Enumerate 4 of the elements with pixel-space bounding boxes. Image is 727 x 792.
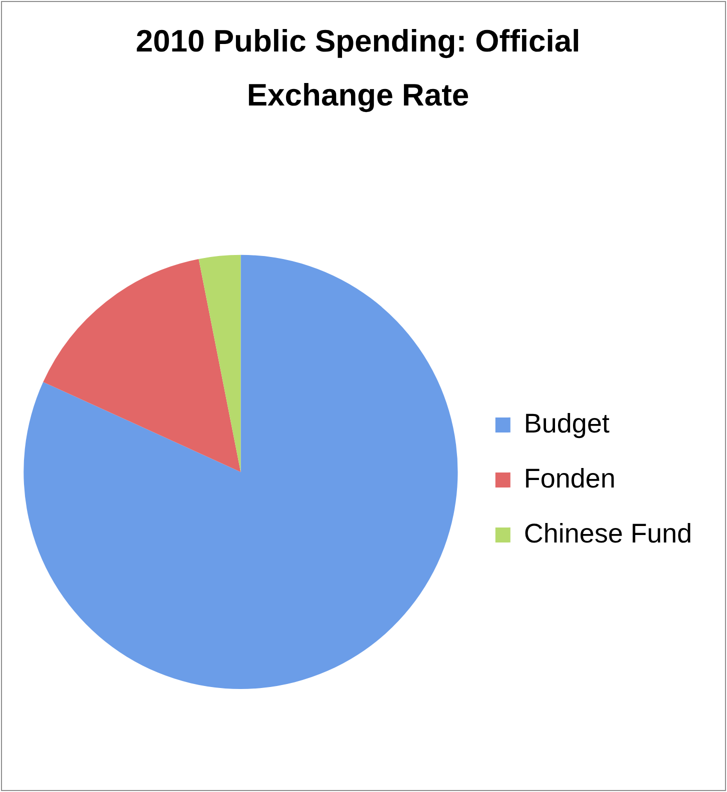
chart-title: 2010 Public Spending: Official Exchange Rate	[136, 24, 580, 112]
legend-label: Chinese Fund	[524, 518, 692, 548]
legend-label: Fonden	[524, 463, 616, 494]
legend-label: Budget	[524, 408, 610, 438]
